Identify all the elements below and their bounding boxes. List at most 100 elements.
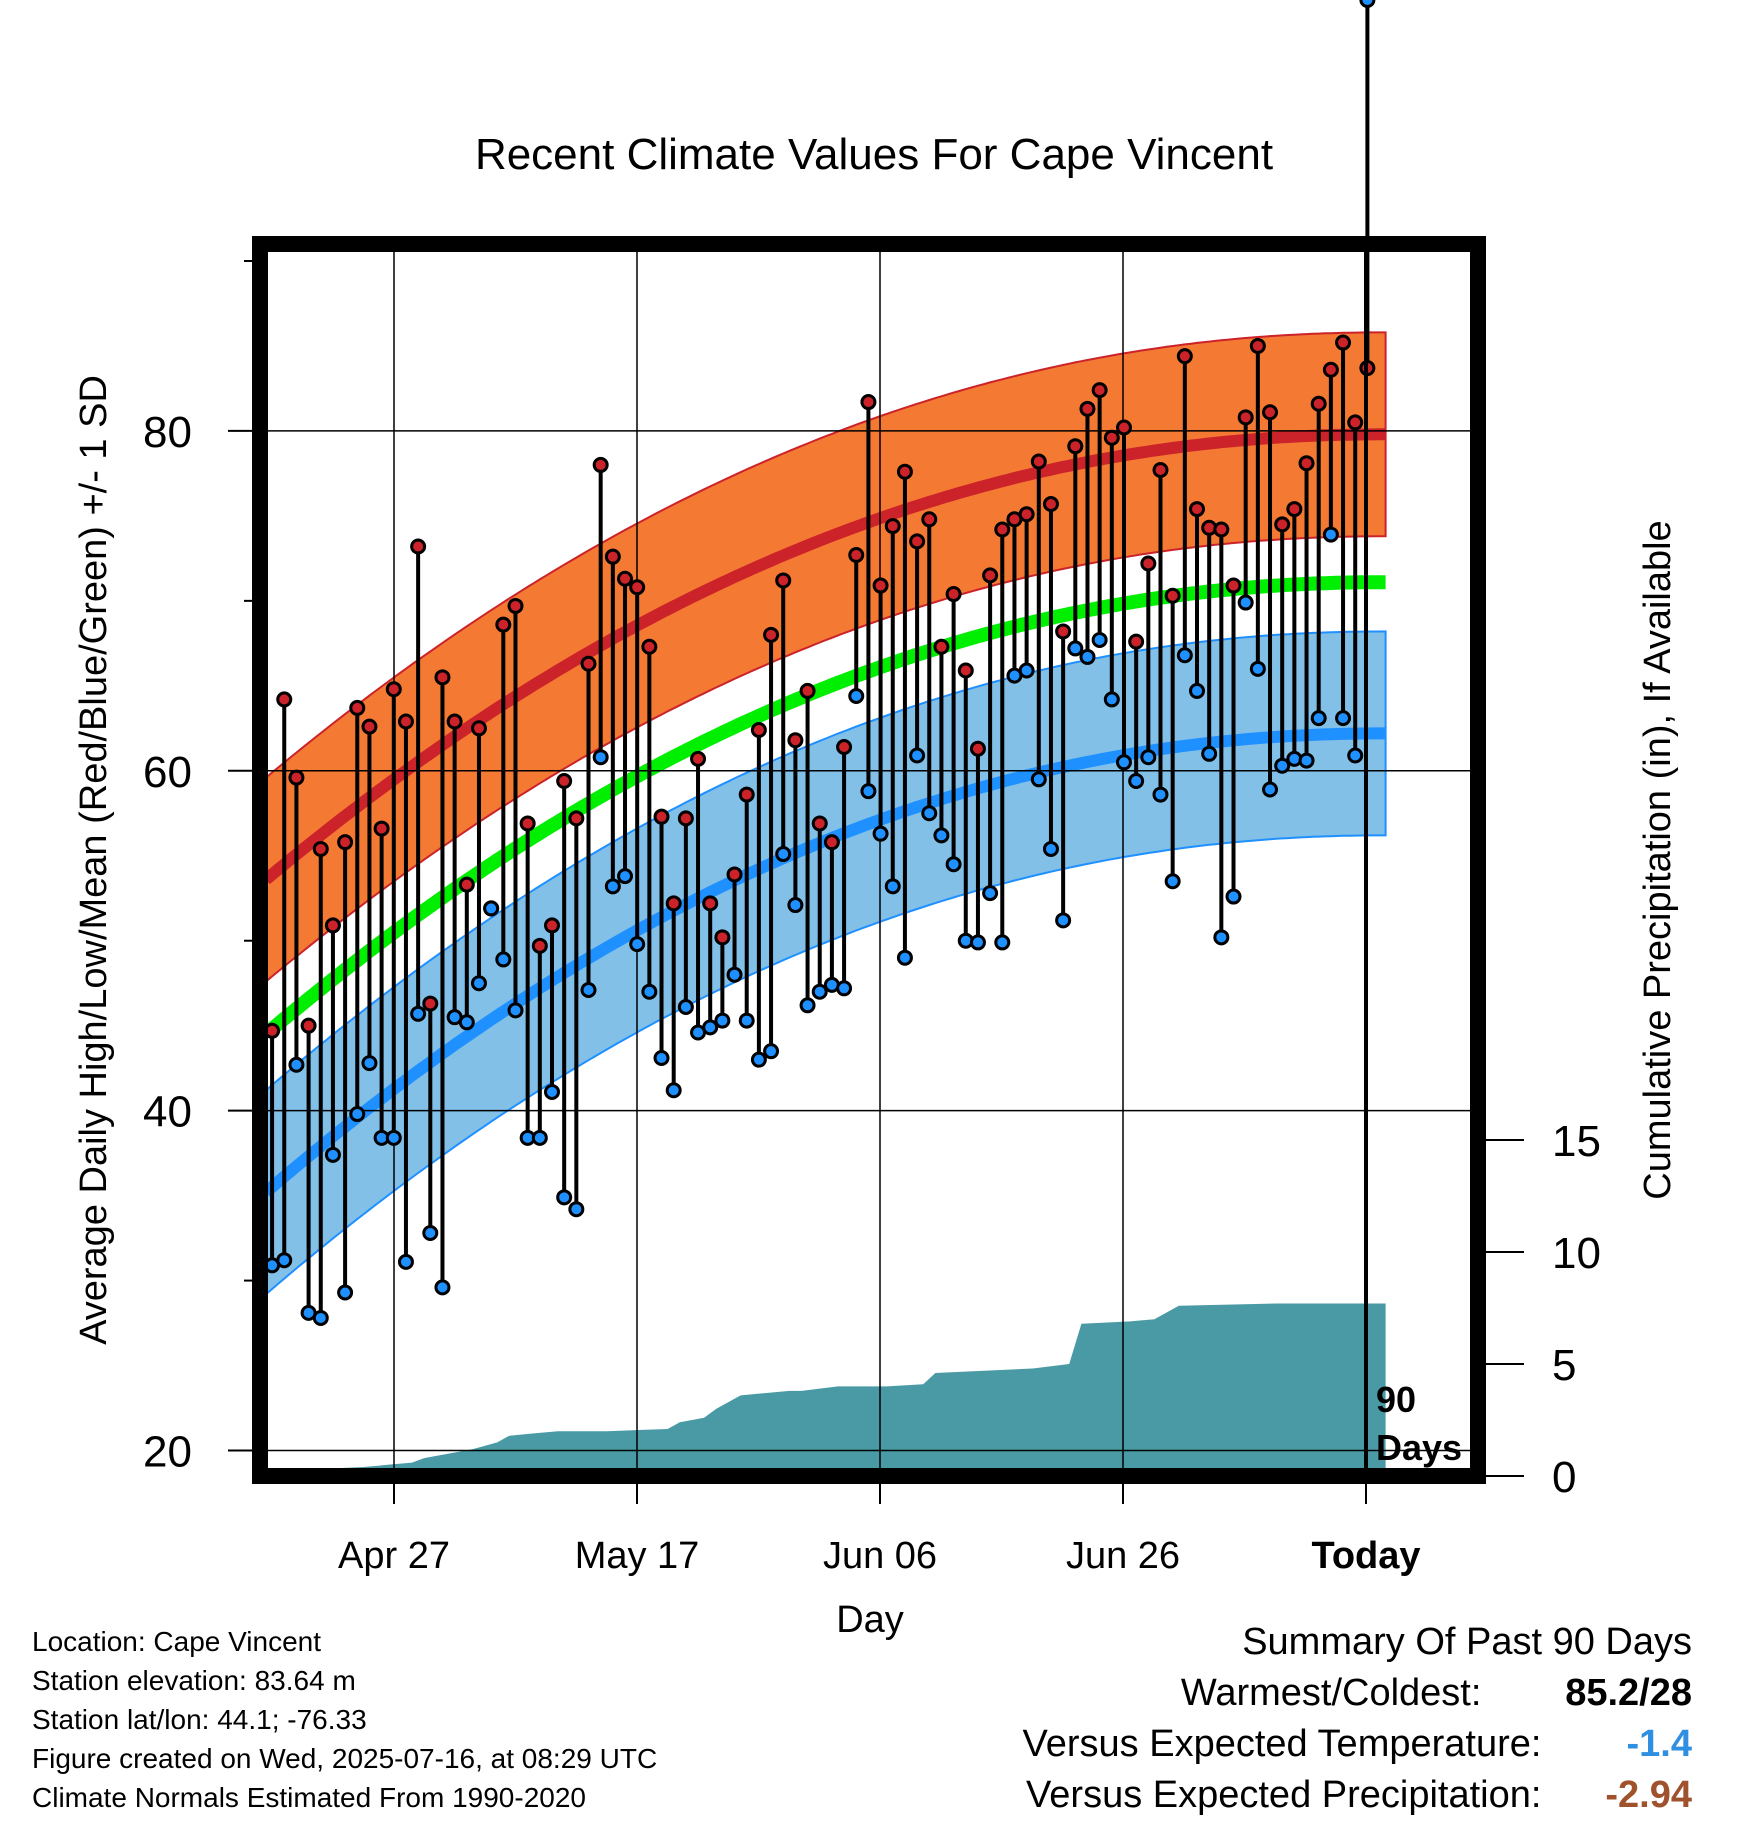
- location-text: Location: Cape Vincent: [32, 1626, 322, 1657]
- high-point: [641, 638, 658, 655]
- low-point: [458, 1014, 475, 1031]
- high-point: [397, 713, 414, 730]
- low-point: [653, 1049, 670, 1066]
- warm-cold-value: 85.2/28: [1565, 1672, 1692, 1714]
- high-point: [1055, 623, 1072, 640]
- high-point: [860, 394, 877, 411]
- axes: 20 40 60 80 0 5 10 15 Apr 27 May 17 Jun 06 Jun 26 To…: [73, 259, 1679, 1641]
- high-point: [1140, 555, 1157, 572]
- y2-tick-label: 0: [1552, 1453, 1576, 1502]
- low-point: [1249, 660, 1266, 677]
- high-point: [1018, 506, 1035, 523]
- low-point: [1335, 710, 1352, 727]
- low-point: [1237, 594, 1254, 611]
- low-point: [750, 1051, 767, 1068]
- temp-row: Versus Expected Temperature: -1.4: [1023, 1719, 1692, 1770]
- high-point: [1128, 633, 1145, 650]
- high-point: [1298, 455, 1315, 472]
- high-point: [1286, 501, 1303, 518]
- high-point: [909, 533, 926, 550]
- low-point: [714, 1012, 731, 1029]
- x-tick-label: Jun 06: [823, 1535, 937, 1577]
- high-point: [799, 682, 816, 699]
- low-point: [434, 1279, 451, 1296]
- low-point: [1079, 648, 1096, 665]
- low-point: [872, 825, 889, 842]
- warm-cold-label: Warmest/Coldest:: [1180, 1672, 1482, 1714]
- low-point: [763, 1043, 780, 1060]
- low-point: [617, 868, 634, 885]
- low-point: [361, 1055, 378, 1072]
- low-point: [1359, 0, 1376, 8]
- high-point: [434, 669, 451, 686]
- high-point: [677, 810, 694, 827]
- high-point: [1103, 429, 1120, 446]
- high-point: [775, 572, 792, 589]
- low-point: [738, 1012, 755, 1029]
- high-point: [750, 722, 767, 739]
- low-point: [1322, 526, 1339, 543]
- low-point: [945, 856, 962, 873]
- high-point: [836, 738, 853, 755]
- warm-cold-row: Warmest/Coldest: 85.2/28: [1023, 1668, 1692, 1719]
- high-point: [580, 655, 597, 672]
- low-point: [397, 1253, 414, 1270]
- high-point: [653, 808, 670, 825]
- high-point: [604, 548, 621, 565]
- high-point: [617, 570, 634, 587]
- low-point: [483, 900, 500, 917]
- high-point: [361, 718, 378, 735]
- high-point: [1042, 495, 1059, 512]
- low-point: [385, 1129, 402, 1146]
- low-point: [860, 783, 877, 800]
- high-normal-line: [262, 428, 1386, 885]
- low-point: [337, 1284, 354, 1301]
- high-point: [1079, 400, 1096, 417]
- y2-axis-title: Cumulative Precipitation (in), If Availa…: [1637, 520, 1679, 1199]
- high-point: [592, 456, 609, 473]
- high-point: [1249, 337, 1266, 354]
- high-point: [848, 546, 865, 563]
- low-point: [1176, 647, 1193, 664]
- low-point: [1115, 754, 1132, 771]
- high-point: [665, 895, 682, 912]
- low-point: [288, 1056, 305, 1073]
- low-point: [677, 998, 694, 1015]
- daily-markers: [264, 0, 1376, 1326]
- high-sd-band: [265, 331, 1387, 984]
- x-axis-title: Day: [836, 1599, 904, 1641]
- low-point: [531, 1129, 548, 1146]
- high-point: [458, 876, 475, 893]
- high-point: [787, 732, 804, 749]
- high-point: [543, 917, 560, 934]
- today-label-days: Days: [1376, 1427, 1462, 1468]
- high-point: [1335, 334, 1352, 351]
- y2-tick-label: 15: [1552, 1117, 1601, 1166]
- high-point: [568, 810, 585, 827]
- low-point: [1128, 772, 1145, 789]
- high-point: [495, 616, 512, 633]
- high-point: [1237, 409, 1254, 426]
- high-point: [507, 597, 524, 614]
- low-point: [1067, 640, 1084, 657]
- low-point: [1213, 929, 1230, 946]
- high-point: [337, 834, 354, 851]
- low-point: [495, 951, 512, 968]
- low-point: [312, 1309, 329, 1326]
- high-point: [312, 840, 329, 857]
- temp-value: -1.4: [1626, 1723, 1692, 1765]
- low-point: [726, 966, 743, 983]
- low-point: [1055, 912, 1072, 929]
- high-point: [349, 699, 366, 716]
- low-point: [1274, 757, 1291, 774]
- high-point: [969, 740, 986, 757]
- temp-label: Versus Expected Temperature:: [1022, 1723, 1542, 1765]
- low-point: [543, 1083, 560, 1100]
- high-point: [1310, 395, 1327, 412]
- high-point: [531, 937, 548, 954]
- high-point: [763, 626, 780, 643]
- low-point: [324, 1146, 341, 1163]
- high-point: [957, 662, 974, 679]
- low-point: [556, 1189, 573, 1206]
- low-point: [410, 1005, 427, 1022]
